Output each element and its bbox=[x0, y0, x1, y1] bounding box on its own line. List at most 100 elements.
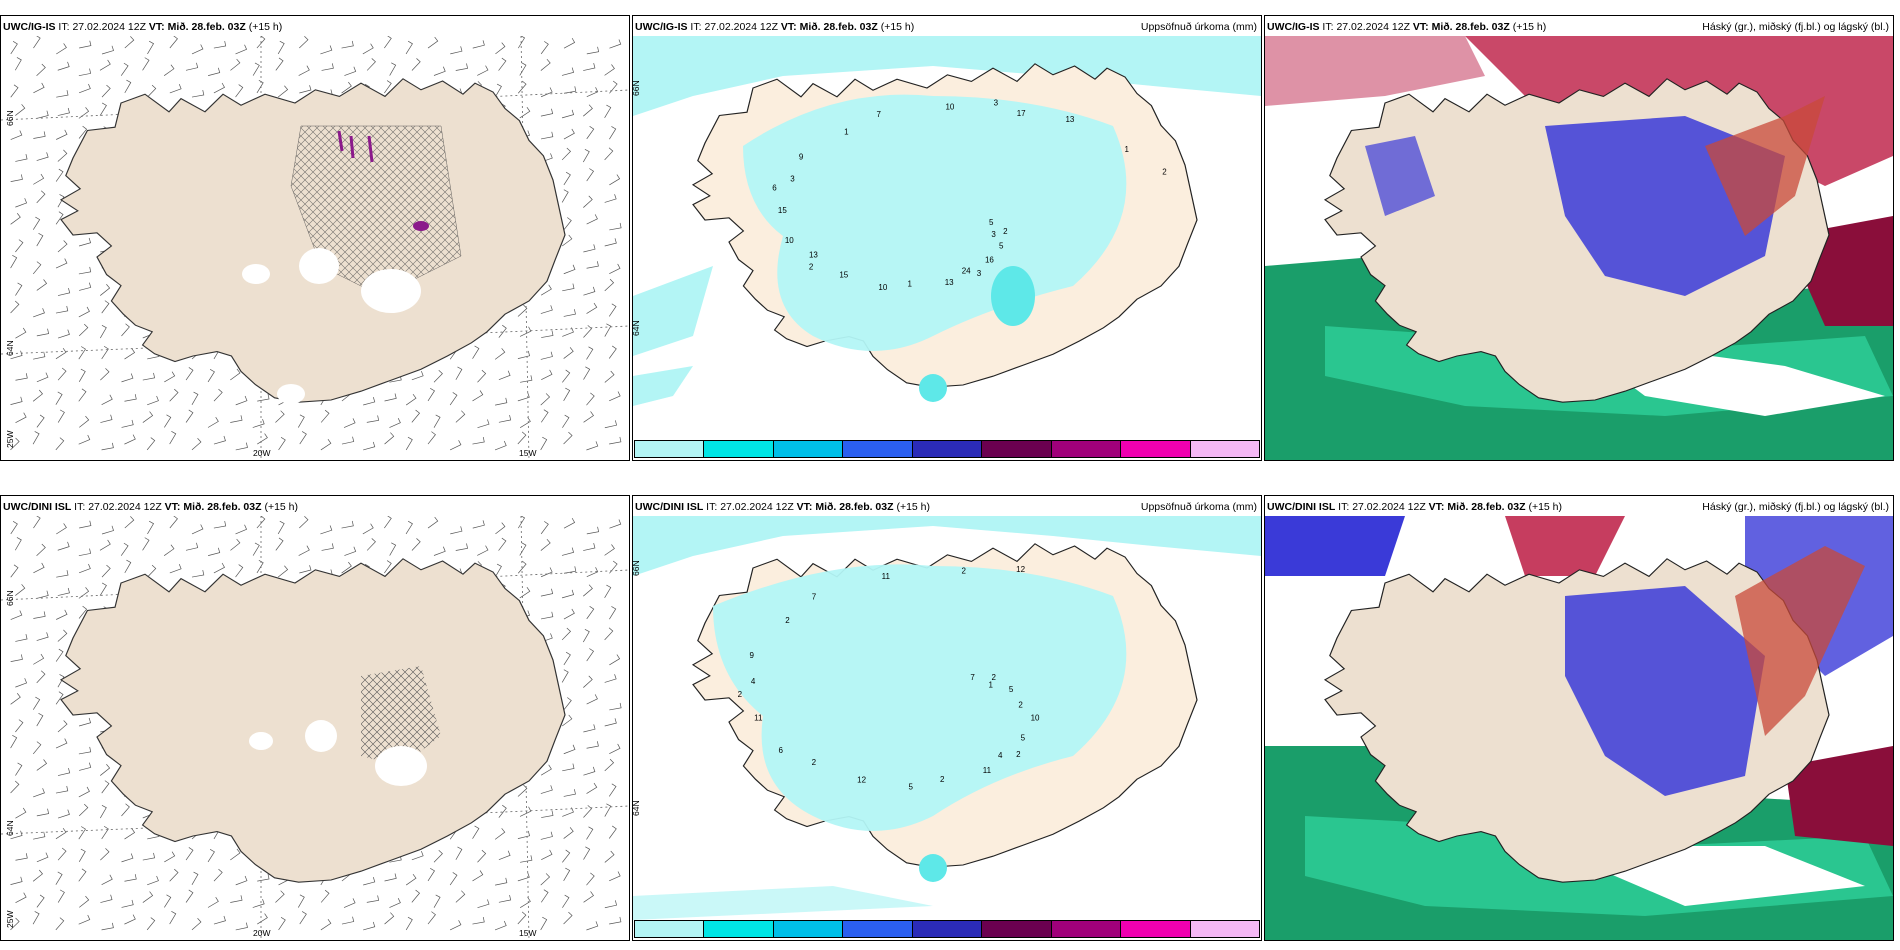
wind-barb bbox=[563, 608, 575, 620]
it-value: 27.02.2024 12Z bbox=[720, 501, 794, 513]
wind-barb bbox=[540, 588, 554, 597]
wind-barb bbox=[586, 392, 595, 406]
colorbar-cell bbox=[1190, 441, 1259, 457]
wind-barb bbox=[586, 826, 594, 840]
wind-barb bbox=[384, 516, 392, 529]
wind-barb bbox=[33, 562, 45, 574]
wind-barb bbox=[230, 368, 241, 381]
precip-value-label: 11 bbox=[983, 766, 992, 775]
wind-barb bbox=[14, 537, 22, 551]
wind-barb bbox=[78, 434, 91, 445]
wind-barb bbox=[207, 848, 215, 863]
wind-barb bbox=[277, 40, 285, 55]
wind-barb bbox=[252, 62, 260, 76]
colorbar-cell bbox=[912, 921, 983, 937]
wind-barb bbox=[101, 564, 111, 578]
wind-barb bbox=[517, 36, 526, 49]
wind-barb bbox=[252, 419, 265, 428]
wind-barb bbox=[101, 84, 111, 98]
it-label: IT: bbox=[58, 21, 70, 33]
wind-barb bbox=[55, 305, 69, 314]
wind-barb bbox=[55, 738, 68, 749]
wind-barb bbox=[609, 519, 622, 529]
wind-barb bbox=[609, 263, 621, 275]
wind-barb bbox=[147, 875, 159, 886]
panel-ig-is-clouds: UWC/IG-IS IT: 27.02.2024 12Z VT: Mið. 28… bbox=[1264, 15, 1894, 461]
wind-barb bbox=[275, 57, 284, 71]
wind-barb bbox=[320, 439, 332, 451]
wind-barb bbox=[563, 217, 572, 231]
wind-barb bbox=[586, 694, 598, 705]
wind-barb bbox=[604, 278, 615, 292]
wind-barb bbox=[384, 560, 392, 574]
wind-barb bbox=[256, 559, 264, 574]
wind-barb bbox=[495, 877, 508, 886]
it-label: IT: bbox=[1322, 21, 1334, 33]
wind-barb bbox=[57, 767, 71, 776]
precip-value-label: 7 bbox=[812, 592, 817, 601]
wind-barb bbox=[78, 125, 88, 139]
wind-barb bbox=[563, 86, 577, 94]
wind-barb bbox=[36, 279, 48, 291]
wind-barb bbox=[586, 261, 599, 269]
wind-barb bbox=[79, 520, 92, 529]
wind-barb bbox=[477, 899, 490, 908]
wind-barb bbox=[586, 567, 599, 578]
wind-barb bbox=[477, 419, 490, 428]
wind-barb bbox=[32, 389, 43, 402]
wind-barb bbox=[472, 520, 485, 529]
wind-barb bbox=[15, 762, 23, 776]
wind-barb bbox=[299, 431, 307, 445]
vt-label: VT: bbox=[164, 501, 181, 513]
wind-barb bbox=[55, 168, 64, 182]
wind-barb bbox=[213, 520, 227, 529]
wind-barb bbox=[121, 323, 130, 337]
panel-header: UWC/DINI ISL IT: 27.02.2024 12Z VT: Mið.… bbox=[1267, 501, 1562, 513]
field-title: Uppsöfnuð úrkoma (mm) bbox=[1140, 501, 1257, 513]
wind-barb bbox=[33, 308, 45, 318]
wind-barb bbox=[57, 194, 65, 208]
wind-barb bbox=[36, 632, 49, 641]
wind-barb bbox=[298, 545, 310, 556]
vt-value: Mið. 28.feb. 03Z bbox=[799, 21, 878, 33]
colorbar-cell bbox=[704, 921, 774, 937]
panel-header: UWC/IG-IS IT: 27.02.2024 12Z VT: Mið. 28… bbox=[1267, 21, 1546, 33]
wind-barb bbox=[15, 198, 28, 208]
panel-dini-precip: UWC/DINI ISL IT: 27.02.2024 12Z VT: Mið.… bbox=[632, 495, 1262, 941]
wind-barb bbox=[540, 41, 549, 55]
precip-value-label: 2 bbox=[1016, 750, 1021, 759]
wind-barb bbox=[101, 300, 110, 314]
wind-barb bbox=[10, 917, 20, 931]
wind-barb bbox=[517, 784, 528, 797]
wind-barb bbox=[78, 826, 86, 840]
wind-barb bbox=[57, 720, 68, 733]
wind-barb bbox=[78, 323, 89, 337]
precip-value-label: 2 bbox=[812, 758, 817, 767]
wind-barb bbox=[257, 874, 270, 882]
wind-barb bbox=[33, 173, 45, 185]
wind-barb bbox=[609, 916, 622, 925]
wind-barb bbox=[55, 871, 63, 885]
wind-barb bbox=[608, 345, 617, 359]
wind-barb bbox=[582, 629, 590, 643]
wind-barb bbox=[540, 436, 548, 451]
wind-barb bbox=[366, 58, 376, 71]
wind-barb bbox=[100, 894, 113, 903]
wind-barb bbox=[147, 564, 157, 578]
wind-map bbox=[1, 36, 629, 460]
wind-barb bbox=[405, 40, 413, 55]
wind-barb bbox=[343, 418, 356, 428]
wind-barb bbox=[609, 222, 622, 231]
wind-barb bbox=[519, 586, 531, 599]
wind-barb bbox=[55, 917, 65, 931]
wind-barb bbox=[15, 634, 28, 642]
wind-barb bbox=[411, 370, 424, 381]
wind-barb bbox=[124, 874, 137, 882]
wind-barb bbox=[477, 65, 489, 76]
wind-barb bbox=[450, 46, 463, 55]
wind-barb bbox=[583, 366, 591, 380]
wind-barb bbox=[609, 702, 622, 711]
model-name: UWC/DINI ISL bbox=[635, 501, 704, 513]
